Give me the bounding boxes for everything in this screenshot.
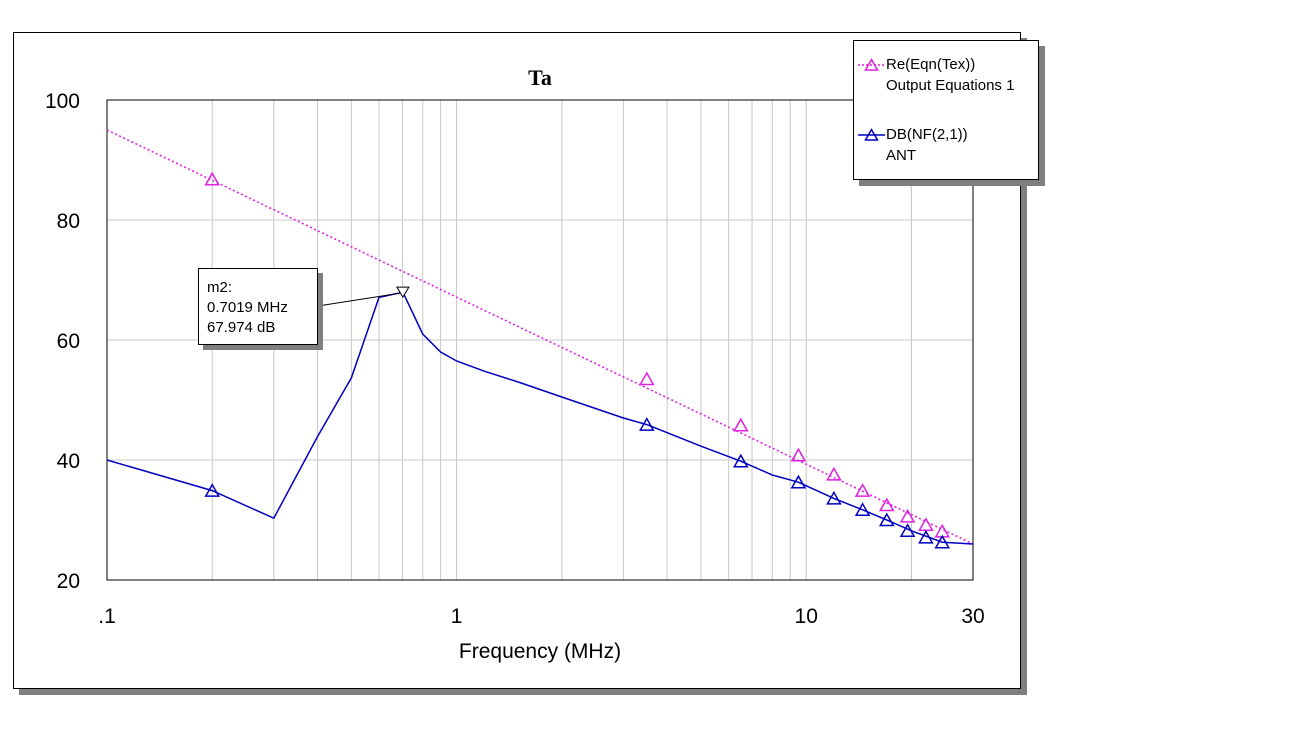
x-tick-label: 1 xyxy=(451,605,463,628)
legend-series-2-source: ANT xyxy=(886,147,916,164)
triangle-icon xyxy=(864,58,879,71)
data-point-marker xyxy=(733,417,749,432)
data-point-marker xyxy=(790,474,807,489)
legend-series-2-name: DB(NF(2,1)) xyxy=(886,126,968,143)
marker-y-value: 67.974 dB xyxy=(207,319,276,336)
data-point-marker xyxy=(878,497,895,512)
data-point-marker xyxy=(899,523,916,538)
y-tick-label: 80 xyxy=(57,210,80,233)
marker-m2-arrow[interactable] xyxy=(395,286,410,299)
data-point-marker xyxy=(899,508,916,523)
chart-title: Ta xyxy=(528,65,552,90)
data-point-marker xyxy=(639,417,655,431)
data-point-marker xyxy=(204,483,221,497)
data-point-marker xyxy=(790,447,807,462)
marker-x-value: 0.7019 MHz xyxy=(207,299,288,316)
x-tick-label: 10 xyxy=(795,605,818,628)
plot-area xyxy=(106,99,974,581)
series-line-2 xyxy=(106,291,974,545)
data-point-marker xyxy=(878,512,895,527)
legend-swatch-series-2 xyxy=(858,128,885,141)
data-point-marker xyxy=(918,529,934,544)
data-point-marker xyxy=(826,466,842,481)
data-point-marker xyxy=(854,483,871,497)
data-point-marker xyxy=(204,171,221,186)
legend-swatch-series-1 xyxy=(858,58,885,71)
data-point-marker xyxy=(826,490,842,505)
x-axis-label: Frequency (MHz) xyxy=(459,640,621,663)
marker-name: m2: xyxy=(207,279,233,296)
data-point-marker xyxy=(733,453,749,468)
triangle-icon xyxy=(864,128,879,141)
series-group xyxy=(106,129,974,549)
y-axis: 20 40 60 80 100 xyxy=(45,90,80,593)
data-point-marker xyxy=(934,534,951,549)
y-tick-label: 60 xyxy=(57,330,80,353)
grid xyxy=(107,100,973,580)
legend[interactable]: Re(Eqn(Tex)) Output Equations 1 DB(NF(2,… xyxy=(853,40,1039,180)
y-tick-label: 40 xyxy=(57,450,80,473)
legend-series-1-source: Output Equations 1 xyxy=(886,77,1015,94)
y-tick-label: 20 xyxy=(57,570,80,593)
marker-label-box[interactable]: m2: 0.7019 MHz 67.974 dB xyxy=(198,268,318,345)
data-point-marker xyxy=(854,502,871,517)
x-tick-label: .1 xyxy=(98,605,116,628)
legend-series-1-name: Re(Eqn(Tex)) xyxy=(886,56,976,73)
marker-leader-line xyxy=(317,292,400,307)
data-point-marker xyxy=(918,517,934,532)
y-tick-label: 100 xyxy=(45,90,80,113)
x-tick-label: 30 xyxy=(961,605,984,628)
data-point-marker xyxy=(639,371,655,386)
x-axis: .1 1 10 30 xyxy=(98,605,984,628)
